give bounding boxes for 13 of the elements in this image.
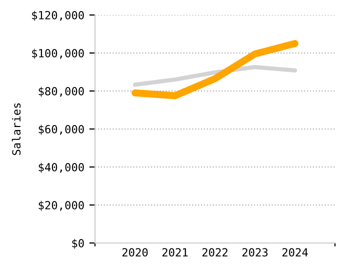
y-tick-label: $100,000 xyxy=(32,48,84,59)
x-tick-label: 2024 xyxy=(282,248,308,257)
y-tick-label: $0 xyxy=(72,238,84,249)
y-tick-label: $40,000 xyxy=(38,162,84,173)
y-tick-label: $120,000 xyxy=(32,10,84,21)
x-tick-label: 2023 xyxy=(242,248,268,257)
y-axis-title: Salaries xyxy=(12,103,21,156)
y-tick-label: $60,000 xyxy=(38,124,84,135)
x-tick-label: 2022 xyxy=(202,248,228,257)
x-tick-label: 2020 xyxy=(122,248,148,257)
y-tick-label: $20,000 xyxy=(38,200,84,211)
x-tick-label: 2021 xyxy=(162,248,188,257)
y-tick-label: $80,000 xyxy=(38,86,84,97)
